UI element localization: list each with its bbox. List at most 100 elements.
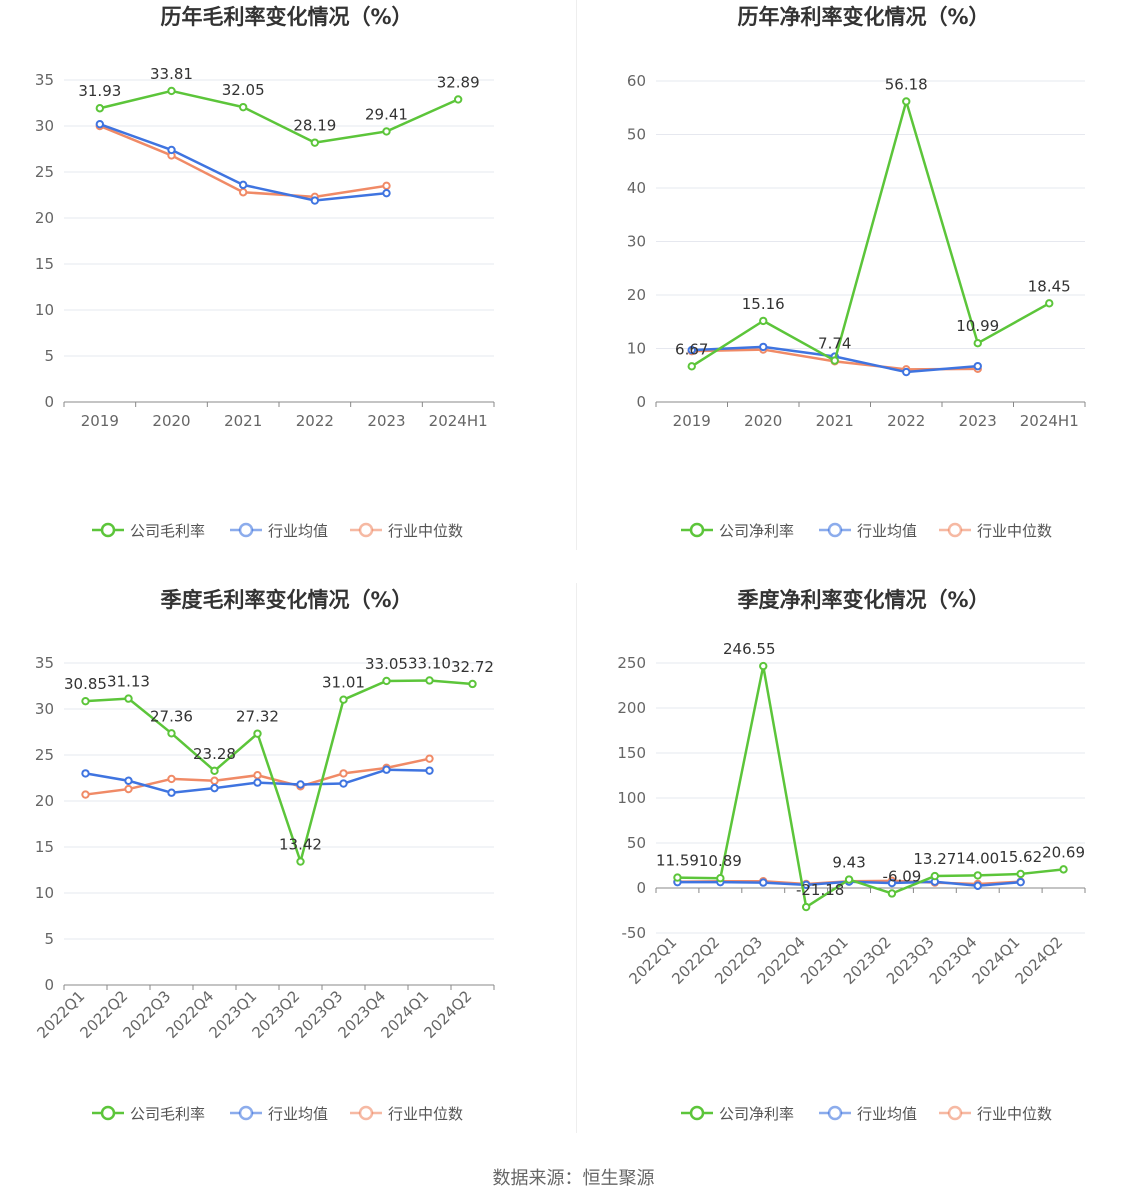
data-point: [167, 774, 176, 784]
data-point: [887, 889, 897, 898]
quarterly-gross-margin-chart: 季度毛利率变化情况（%）051015202530352022Q12022Q220…: [34, 588, 495, 1123]
data-point: [973, 339, 982, 348]
legend-swatch-marker[interactable]: [689, 1105, 705, 1121]
legend-label[interactable]: 公司毛利率: [130, 522, 205, 540]
data-label: 33.81: [150, 65, 193, 83]
data-point: [238, 188, 248, 197]
y-tick-label: 30: [35, 700, 54, 718]
series-line: [691, 100, 1050, 368]
legend-label[interactable]: 行业均值: [857, 522, 917, 540]
data-label: 20.69: [1042, 843, 1085, 861]
y-tick-label: 20: [35, 209, 54, 227]
chart-panel-annual-gross-margin: 历年毛利率变化情况（%） 0 5 10 15 20 25 30 35 2019 2020 2021 20…: [0, 0, 573, 583]
y-tick-label: 250: [617, 654, 646, 672]
y-tick-label: 25: [35, 746, 54, 764]
data-label: 31.01: [322, 674, 365, 692]
legend-swatch-marker[interactable]: [358, 522, 374, 538]
legend-swatch-marker[interactable]: [358, 1105, 374, 1121]
data-point: [425, 766, 434, 775]
legend-swatch-marker[interactable]: [238, 522, 254, 538]
x-tick-label: 2024Q2: [1012, 933, 1067, 988]
data-point: [801, 902, 811, 912]
legend-label[interactable]: 行业均值: [857, 1105, 917, 1123]
chart-title: 季度毛利率变化情况（%）: [160, 588, 412, 612]
data-point: [673, 873, 682, 882]
data-label: 31.93: [78, 82, 121, 100]
y-tick-label: 100: [617, 789, 646, 807]
data-point: [167, 788, 176, 797]
chart-title: 历年毛利率变化情况（%）: [160, 5, 412, 29]
legend-label[interactable]: 行业中位数: [977, 522, 1052, 540]
data-point: [902, 367, 911, 377]
series-line: [85, 679, 473, 863]
legend-swatch-marker[interactable]: [689, 522, 705, 538]
chart-panel-quarterly-gross-margin: 季度毛利率变化情况（%） 0 5 10 15 20 25 30 35 2022Q1 2022Q2 20…: [0, 583, 573, 1166]
data-point: [844, 875, 854, 884]
chart-title: 季度净利率变化情况（%）: [737, 588, 989, 612]
x-tick-label: 2020: [152, 412, 190, 430]
data-point: [210, 783, 219, 793]
data-point: [425, 676, 434, 685]
legend-label[interactable]: 公司净利率: [719, 522, 794, 540]
legend-swatch-marker[interactable]: [947, 1105, 963, 1121]
chart-title: 历年净利率变化情况（%）: [737, 5, 989, 29]
data-label: 33.05: [365, 655, 408, 673]
y-tick-label: 35: [35, 71, 54, 89]
y-tick-label: -50: [622, 924, 647, 942]
data-label: 15.16: [742, 295, 785, 313]
legend-swatch-marker[interactable]: [827, 522, 843, 538]
x-tick-label: 2020: [744, 412, 782, 430]
data-label: 31.13: [107, 673, 150, 691]
data-label: -6.09: [883, 867, 922, 885]
x-tick-label: 2023: [367, 412, 405, 430]
data-point: [759, 878, 768, 887]
legend-label[interactable]: 行业均值: [268, 522, 328, 540]
data-point: [887, 878, 897, 888]
legend-label[interactable]: 行业中位数: [977, 1105, 1052, 1123]
series-line: [677, 664, 1064, 909]
legend-label[interactable]: 行业均值: [268, 1105, 328, 1123]
data-label: 15.62: [999, 848, 1042, 866]
data-label: 30.85: [64, 675, 107, 693]
legend-label[interactable]: 行业中位数: [388, 522, 463, 540]
data-label: 32.72: [451, 658, 494, 676]
data-point: [382, 765, 391, 774]
data-point: [687, 362, 696, 371]
data-label: 27.32: [236, 708, 279, 726]
data-point: [95, 104, 105, 113]
data-label: 7.74: [818, 335, 851, 353]
legend-label[interactable]: 公司毛利率: [130, 1105, 205, 1123]
y-tick-label: 35: [35, 654, 54, 672]
data-label: 56.18: [885, 75, 928, 93]
legend-swatch-marker[interactable]: [238, 1105, 254, 1121]
data-point: [1016, 869, 1025, 879]
legend-swatch-marker[interactable]: [100, 1105, 116, 1121]
data-point: [1016, 877, 1025, 887]
panel-divider-bottom: [576, 583, 577, 1133]
data-point: [167, 86, 176, 96]
data-point: [253, 778, 262, 787]
data-point: [95, 119, 105, 129]
data-point: [930, 871, 940, 881]
legend-label[interactable]: 行业中位数: [388, 1105, 463, 1123]
legend-swatch-marker[interactable]: [947, 522, 963, 538]
data-label: 29.41: [365, 105, 408, 123]
legend-label[interactable]: 公司净利率: [719, 1105, 794, 1123]
data-point: [759, 661, 768, 671]
y-tick-label: 5: [44, 930, 54, 948]
data-label: -21.18: [796, 881, 844, 899]
data-label: 10.99: [956, 317, 999, 335]
data-label: 14.00: [956, 849, 999, 867]
legend-swatch-marker[interactable]: [100, 522, 116, 538]
legend-swatch-marker[interactable]: [827, 1105, 843, 1121]
data-point: [296, 780, 305, 789]
y-tick-label: 60: [627, 72, 646, 90]
data-point: [124, 694, 133, 703]
y-tick-label: 0: [636, 879, 646, 897]
y-tick-label: 0: [44, 393, 54, 411]
data-point: [81, 696, 90, 706]
data-point: [81, 790, 90, 799]
data-point: [210, 776, 219, 785]
x-tick-label: 2024H1: [1020, 412, 1079, 430]
data-source-note: 数据来源：恒生聚源: [492, 1168, 655, 1189]
